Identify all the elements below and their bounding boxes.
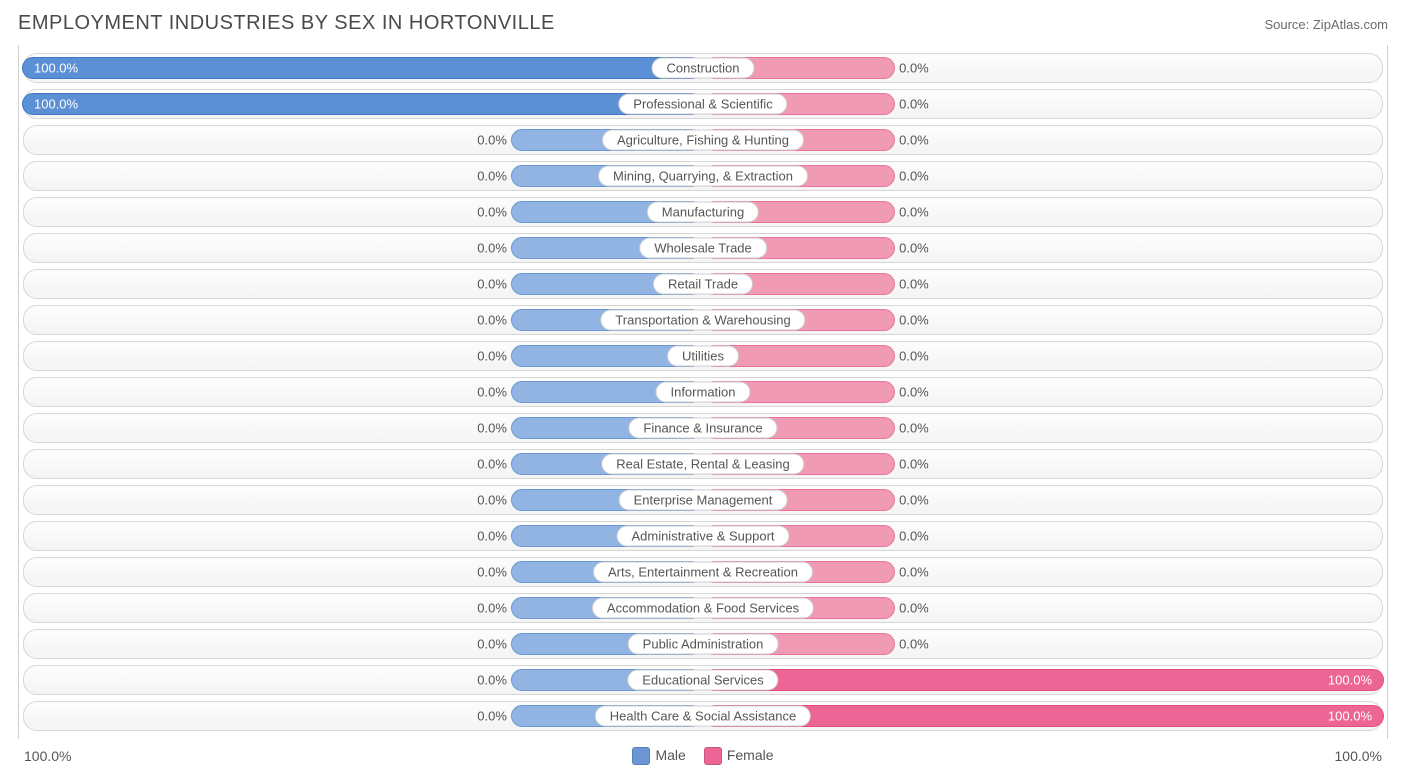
female-value: 0.0% <box>899 241 929 256</box>
bar-row: Enterprise Management 0.0% 0.0% <box>23 485 1383 515</box>
male-value: 0.0% <box>477 673 507 688</box>
female-bar <box>703 669 1384 691</box>
category-label: Transportation & Warehousing <box>600 310 805 331</box>
category-label: Public Administration <box>628 634 779 655</box>
bar-row: Mining, Quarrying, & Extraction 0.0% 0.0% <box>23 161 1383 191</box>
male-value: 0.0% <box>477 565 507 580</box>
bar-row: Educational Services 0.0% 100.0% <box>23 665 1383 695</box>
female-value: 100.0% <box>1328 673 1372 688</box>
male-value: 0.0% <box>477 637 507 652</box>
bar-row: Health Care & Social Assistance 0.0% 100.0… <box>23 701 1383 731</box>
bar-row: Information 0.0% 0.0% <box>23 377 1383 407</box>
male-bar <box>22 57 703 79</box>
male-value: 0.0% <box>477 133 507 148</box>
female-value: 0.0% <box>899 529 929 544</box>
axis-right-label: 100.0% <box>1335 748 1382 764</box>
male-value: 100.0% <box>34 97 78 112</box>
category-label: Enterprise Management <box>619 490 788 511</box>
bar-row: Retail Trade 0.0% 0.0% <box>23 269 1383 299</box>
legend-male: Male <box>632 747 685 765</box>
chart-source: Source: ZipAtlas.com <box>1264 17 1388 32</box>
male-value: 0.0% <box>477 313 507 328</box>
male-value: 0.0% <box>477 349 507 364</box>
female-value: 0.0% <box>899 277 929 292</box>
legend-female: Female <box>704 747 774 765</box>
male-bar <box>22 93 703 115</box>
male-swatch-icon <box>632 747 650 765</box>
female-value: 0.0% <box>899 601 929 616</box>
legend: Male Female <box>632 747 773 765</box>
category-label: Information <box>655 382 750 403</box>
category-label: Manufacturing <box>647 202 759 223</box>
male-value: 0.0% <box>477 493 507 508</box>
category-label: Finance & Insurance <box>628 418 777 439</box>
female-value: 0.0% <box>899 637 929 652</box>
bar-row: Public Administration 0.0% 0.0% <box>23 629 1383 659</box>
female-value: 0.0% <box>899 169 929 184</box>
category-label: Health Care & Social Assistance <box>595 706 811 727</box>
male-value: 0.0% <box>477 457 507 472</box>
category-label: Wholesale Trade <box>639 238 767 259</box>
category-label: Utilities <box>667 346 739 367</box>
bar-row: Wholesale Trade 0.0% 0.0% <box>23 233 1383 263</box>
chart-title: EMPLOYMENT INDUSTRIES BY SEX IN HORTONVI… <box>18 12 555 35</box>
male-value: 0.0% <box>477 205 507 220</box>
male-value: 0.0% <box>477 529 507 544</box>
bar-row: Utilities 0.0% 0.0% <box>23 341 1383 371</box>
male-value: 0.0% <box>477 277 507 292</box>
chart-footer: 100.0% Male Female 100.0% <box>18 747 1388 765</box>
female-value: 0.0% <box>899 457 929 472</box>
female-swatch-icon <box>704 747 722 765</box>
bar-row: Manufacturing 0.0% 0.0% <box>23 197 1383 227</box>
category-label: Professional & Scientific <box>618 94 787 115</box>
category-label: Administrative & Support <box>616 526 789 547</box>
female-value: 0.0% <box>899 61 929 76</box>
legend-male-label: Male <box>655 747 685 763</box>
axis-left-label: 100.0% <box>24 748 71 764</box>
category-label: Educational Services <box>627 670 778 691</box>
male-value: 0.0% <box>477 709 507 724</box>
female-value: 0.0% <box>899 133 929 148</box>
female-value: 0.0% <box>899 313 929 328</box>
category-label: Real Estate, Rental & Leasing <box>601 454 804 475</box>
diverging-bar-chart: Construction 100.0% 0.0% Professional & Sci… <box>18 45 1388 739</box>
female-value: 0.0% <box>899 385 929 400</box>
bar-row: Transportation & Warehousing 0.0% 0.0% <box>23 305 1383 335</box>
bar-row: Construction 100.0% 0.0% <box>23 53 1383 83</box>
male-value: 100.0% <box>34 61 78 76</box>
female-value: 0.0% <box>899 97 929 112</box>
bar-row: Accommodation & Food Services 0.0% 0.0% <box>23 593 1383 623</box>
female-value: 0.0% <box>899 421 929 436</box>
female-value: 0.0% <box>899 565 929 580</box>
bar-row: Administrative & Support 0.0% 0.0% <box>23 521 1383 551</box>
category-label: Mining, Quarrying, & Extraction <box>598 166 808 187</box>
female-value: 0.0% <box>899 493 929 508</box>
male-value: 0.0% <box>477 601 507 616</box>
bar-row: Professional & Scientific 100.0% 0.0% <box>23 89 1383 119</box>
bar-row: Real Estate, Rental & Leasing 0.0% 0.0% <box>23 449 1383 479</box>
male-value: 0.0% <box>477 241 507 256</box>
category-label: Retail Trade <box>653 274 753 295</box>
category-label: Agriculture, Fishing & Hunting <box>602 130 804 151</box>
category-label: Arts, Entertainment & Recreation <box>593 562 813 583</box>
legend-female-label: Female <box>727 747 774 763</box>
bar-row: Agriculture, Fishing & Hunting 0.0% 0.0% <box>23 125 1383 155</box>
male-value: 0.0% <box>477 385 507 400</box>
chart-header: EMPLOYMENT INDUSTRIES BY SEX IN HORTONVI… <box>18 12 1388 35</box>
female-value: 100.0% <box>1328 709 1372 724</box>
male-value: 0.0% <box>477 421 507 436</box>
female-value: 0.0% <box>899 349 929 364</box>
bar-row: Arts, Entertainment & Recreation 0.0% 0.0% <box>23 557 1383 587</box>
category-label: Accommodation & Food Services <box>592 598 814 619</box>
female-value: 0.0% <box>899 205 929 220</box>
category-label: Construction <box>652 58 755 79</box>
male-value: 0.0% <box>477 169 507 184</box>
bar-row: Finance & Insurance 0.0% 0.0% <box>23 413 1383 443</box>
